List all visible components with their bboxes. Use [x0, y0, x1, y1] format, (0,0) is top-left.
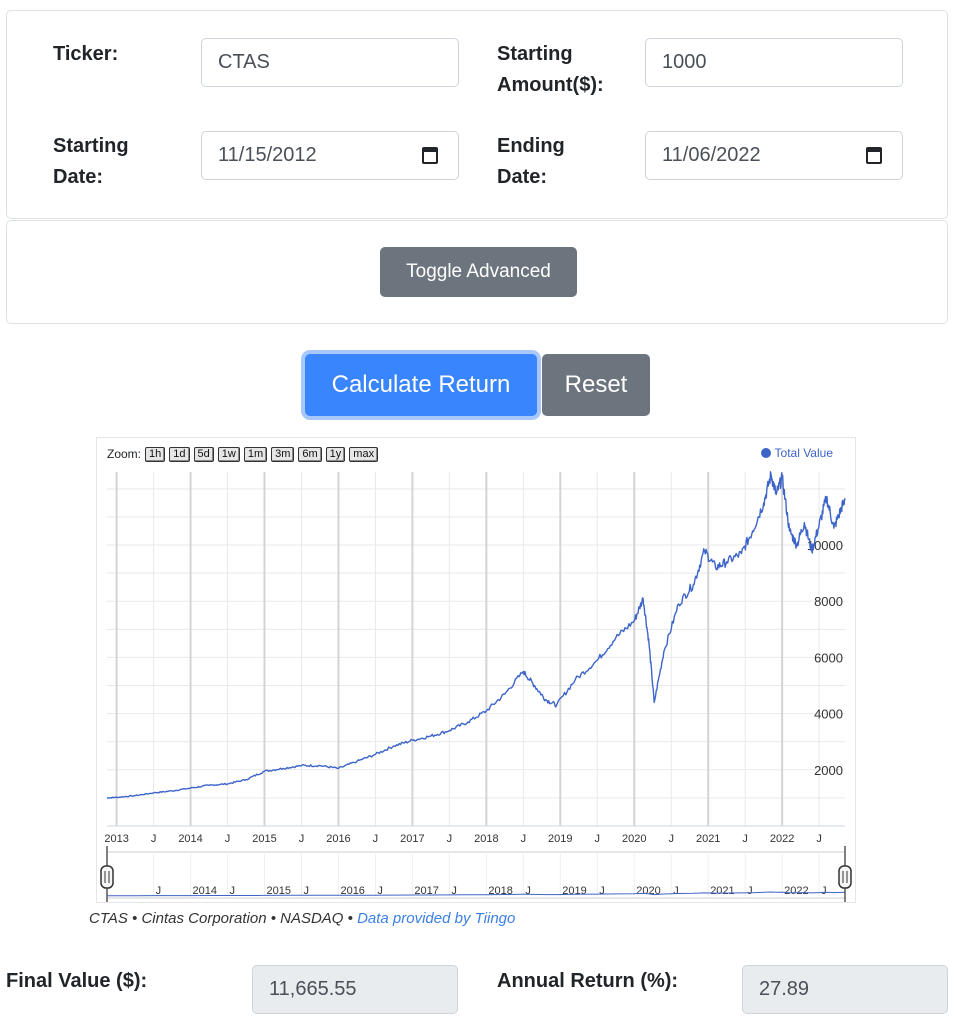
- zoom-button-1h[interactable]: 1h: [145, 447, 166, 462]
- starting-amount-input[interactable]: 1000: [645, 38, 903, 87]
- calendar-icon[interactable]: [866, 147, 882, 164]
- annual-return-field: 27.89: [742, 965, 948, 1014]
- caption-text: CTAS • Cintas Corporation • NASDAQ •: [89, 910, 358, 927]
- ticker-label: Ticker:: [53, 43, 119, 65]
- navigator-tick-label: 2021: [710, 885, 734, 897]
- y-tick-label: 8000: [814, 594, 843, 609]
- form-card: Ticker: CTAS Starting Amount($): 1000 St…: [6, 10, 948, 219]
- legend-dot-icon: [760, 448, 771, 458]
- x-tick-label: 2019: [548, 833, 572, 845]
- ending-date-label-line2: Date:: [497, 166, 548, 188]
- ending-date-label-line1: Ending: [497, 135, 565, 157]
- navigator-tick-label: J: [451, 885, 457, 897]
- x-tick-label: 2013: [104, 833, 128, 845]
- x-tick-label: J: [816, 833, 822, 845]
- final-value-field: 11,665.55: [252, 965, 458, 1014]
- zoom-button-1d[interactable]: 1d: [169, 447, 190, 462]
- navigator-series: [107, 891, 846, 897]
- ending-date-input[interactable]: 11/06/2022: [645, 131, 903, 180]
- x-tick-label: J: [225, 833, 231, 845]
- zoom-button-6m[interactable]: 6m: [298, 447, 322, 462]
- x-tick-label: J: [595, 833, 601, 845]
- x-tick-label: J: [742, 833, 748, 845]
- navigator-tick-label: J: [821, 885, 827, 897]
- stock-chart: Zoom: 1h 1d 5d 1w 1m 3m 6m 1y max Total Value 20…: [96, 437, 856, 903]
- x-tick-label: J: [299, 833, 305, 845]
- zoom-button-1m[interactable]: 1m: [243, 447, 268, 462]
- zoom-bar: Zoom: 1h 1d 5d 1w 1m 3m 6m 1y max: [107, 446, 382, 462]
- zoom-button-1w[interactable]: 1w: [217, 447, 240, 462]
- navigator-left-handle[interactable]: [100, 865, 114, 889]
- chart-caption: CTAS • Cintas Corporation • NASDAQ • Dat…: [89, 910, 515, 927]
- series-line-total-value: [106, 471, 846, 799]
- x-tick-label: J: [668, 833, 674, 845]
- ending-date-value: 11/06/2022: [662, 144, 761, 166]
- reset-button[interactable]: Reset: [542, 354, 650, 416]
- navigator-tick-label: 2019: [562, 885, 586, 897]
- x-tick-label: 2020: [622, 833, 646, 845]
- x-tick-label: J: [151, 833, 157, 845]
- navigator-tick-label: J: [747, 885, 753, 897]
- zoom-button-1y[interactable]: 1y: [325, 447, 346, 462]
- y-tick-label: 2000: [814, 763, 843, 778]
- navigator-tick-label: 2020: [636, 885, 660, 897]
- y-tick-label: 10000: [807, 538, 843, 553]
- navigator-tick-label: 2015: [267, 885, 291, 897]
- x-tick-label: 2015: [252, 833, 276, 845]
- starting-date-label-line2: Date:: [53, 166, 104, 188]
- navigator-tick-label: 2018: [488, 885, 512, 897]
- navigator-tick-label: J: [599, 885, 605, 897]
- starting-date-value: 11/15/2012: [218, 144, 317, 166]
- x-tick-label: 2021: [696, 833, 720, 845]
- navigator-right-handle[interactable]: [838, 865, 852, 889]
- chart-plot: 2013 J 2014 J 2015 J 2016 J 2017 J 2018 J 2019 J 2020 J…: [100, 471, 852, 902]
- final-value-label: Final Value ($):: [6, 970, 148, 992]
- x-tick-label: J: [447, 833, 453, 845]
- x-tick-label: 2017: [400, 833, 424, 845]
- starting-date-label-line1: Starting: [53, 135, 129, 157]
- navigator-tick-label: J: [156, 885, 162, 897]
- zoom-label: Zoom:: [107, 447, 142, 461]
- x-tick-label: 2018: [474, 833, 498, 845]
- x-tick-label: J: [373, 833, 379, 845]
- y-tick-label: 6000: [814, 650, 843, 665]
- navigator-tick-label: J: [377, 885, 383, 897]
- starting-amount-label: Starting Amount($):: [497, 39, 604, 101]
- starting-date-label: Starting Date:: [53, 131, 129, 193]
- zoom-button-max[interactable]: max: [349, 447, 379, 462]
- navigator-tick-label: 2022: [784, 885, 808, 897]
- x-tick-label: 2022: [770, 833, 794, 845]
- y-tick-label: 4000: [814, 707, 843, 722]
- starting-date-input[interactable]: 11/15/2012: [201, 131, 459, 180]
- advanced-card: Toggle Advanced: [6, 220, 948, 324]
- starting-amount-label-line1: Starting: [497, 43, 573, 65]
- x-tick-label: J: [521, 833, 527, 845]
- calculate-return-button[interactable]: Calculate Return: [305, 354, 537, 416]
- zoom-button-5d[interactable]: 5d: [193, 447, 214, 462]
- navigator-tick-label: J: [230, 885, 236, 897]
- toggle-advanced-button[interactable]: Toggle Advanced: [380, 247, 577, 297]
- calendar-icon[interactable]: [422, 147, 438, 164]
- navigator-tick-label: J: [525, 885, 531, 897]
- chart-legend[interactable]: Total Value: [760, 446, 833, 460]
- annual-return-label: Annual Return (%):: [497, 970, 679, 992]
- zoom-buttons: 1h 1d 5d 1w 1m 3m 6m 1y max: [145, 446, 382, 462]
- navigator-tick-label: 2017: [414, 885, 438, 897]
- navigator-tick-label: 2014: [193, 885, 217, 897]
- navigator-tick-label: 2016: [340, 885, 364, 897]
- legend-label: Total Value: [774, 446, 833, 460]
- navigator-area: [106, 851, 846, 899]
- x-tick-label: 2014: [178, 833, 202, 845]
- ticker-input[interactable]: CTAS: [201, 38, 459, 87]
- x-tick-label: 2016: [326, 833, 350, 845]
- navigator-tick-label: J: [303, 885, 309, 897]
- tiingo-link[interactable]: Data provided by Tiingo: [357, 910, 516, 927]
- starting-amount-label-line2: Amount($):: [497, 74, 604, 96]
- zoom-button-3m[interactable]: 3m: [271, 447, 295, 462]
- ending-date-label: Ending Date:: [497, 131, 565, 193]
- navigator-tick-label: J: [673, 885, 679, 897]
